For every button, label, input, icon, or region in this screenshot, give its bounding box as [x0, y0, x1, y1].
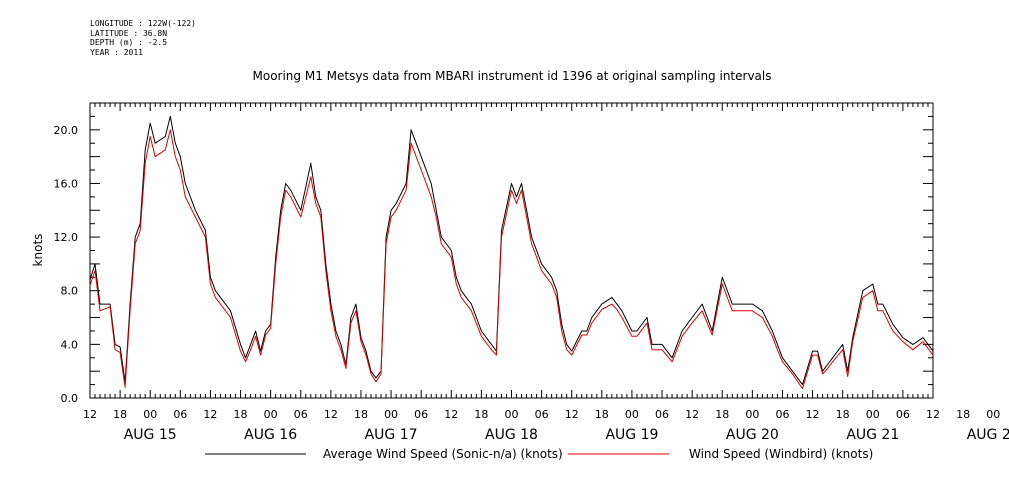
x-hour-label: 12	[203, 408, 217, 421]
x-hour-label: 00	[625, 408, 639, 421]
y-tick-label: 0.0	[61, 392, 79, 405]
x-hour-label: 18	[836, 408, 850, 421]
x-hour-label: 00	[143, 408, 157, 421]
x-hour-label: 12	[324, 408, 338, 421]
y-tick-label: 4.0	[61, 338, 79, 351]
legend-label-average: Average Wind Speed (Sonic-n/a) (knots)	[323, 447, 563, 461]
y-tick-label: 8.0	[61, 285, 79, 298]
x-day-label: AUG 16	[244, 427, 297, 443]
longitude-label: LONGITUDE : 122W(-122)	[90, 19, 196, 28]
x-hour-label: 12	[444, 408, 458, 421]
x-tick-labels: 12 18 00 06 12 18 00 06 12 18 00 06 12 18 00 06 12 18 00 06…	[83, 408, 1009, 443]
x-hour-label: 00	[986, 408, 1000, 421]
x-hour-label: 18	[234, 408, 248, 421]
x-hour-label: 06	[655, 408, 669, 421]
x-hour-label: 00	[264, 408, 278, 421]
plot-frame	[89, 102, 934, 399]
x-hour-label: 06	[173, 408, 187, 421]
x-hour-label: 12	[926, 408, 940, 421]
x-day-label: AUG 18	[485, 427, 538, 443]
x-hour-label: 06	[414, 408, 428, 421]
x-day-label: AUG 22	[967, 427, 1009, 443]
x-hour-label: 12	[806, 408, 820, 421]
x-hour-label: 06	[535, 408, 549, 421]
series-lines	[89, 115, 934, 390]
x-hour-label: 00	[505, 408, 519, 421]
x-day-label: AUG 21	[846, 427, 899, 443]
x-hour-label: 18	[715, 408, 729, 421]
y-tick-labels: 0.0 4.0 8.0 12.0 16.0 20.0	[54, 124, 79, 405]
axis-ticks	[89, 102, 934, 399]
x-hour-label: 18	[113, 408, 127, 421]
latitude-label: LATITUDE : 36.8N	[90, 28, 168, 38]
x-day-label: AUG 20	[726, 427, 779, 443]
x-hour-label: 18	[474, 408, 488, 421]
chart-title: Mooring M1 Metsys data from MBARI instru…	[253, 69, 772, 83]
x-hour-label: 06	[294, 408, 308, 421]
series-line-0	[89, 115, 934, 386]
y-tick-label: 20.0	[54, 124, 79, 137]
depth-label: DEPTH (m) : -2.5	[90, 38, 168, 47]
x-hour-label: 06	[896, 408, 910, 421]
x-hour-label: 12	[685, 408, 699, 421]
x-hour-label: 12	[565, 408, 579, 421]
legend-label-windbird: Wind Speed (Windbird) (knots)	[689, 447, 873, 461]
x-day-label: AUG 17	[365, 427, 418, 443]
metadata-block: LONGITUDE : 122W(-122) LATITUDE : 36.8N …	[90, 19, 196, 57]
y-tick-label: 16.0	[54, 177, 79, 190]
x-hour-label: 18	[956, 408, 970, 421]
x-hour-label: 12	[83, 408, 97, 421]
x-hour-label: 06	[775, 408, 789, 421]
year-label: YEAR : 2011	[90, 47, 143, 57]
x-hour-label: 00	[384, 408, 398, 421]
series-line-1	[89, 129, 934, 390]
x-day-label: AUG 15	[124, 427, 177, 443]
y-tick-label: 12.0	[54, 231, 79, 244]
x-hour-label: 18	[595, 408, 609, 421]
x-day-label: AUG 19	[605, 427, 658, 443]
x-hour-label: 00	[866, 408, 880, 421]
y-axis-label: knots	[31, 234, 45, 267]
x-hour-label: 18	[354, 408, 368, 421]
x-hour-label: 00	[745, 408, 759, 421]
